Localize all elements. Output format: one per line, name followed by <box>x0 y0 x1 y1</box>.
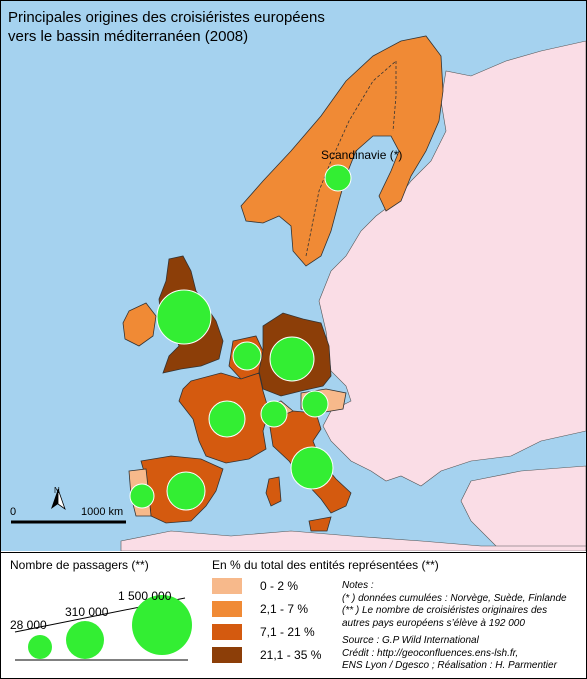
circle-united-kingdom <box>156 289 212 345</box>
legend-circle-medium <box>66 621 104 659</box>
circle-switzerland <box>260 400 288 428</box>
scale-bar: 0 1000 km <box>10 506 126 524</box>
notes-heading: Notes : <box>342 580 374 591</box>
circle-germany <box>269 336 315 382</box>
legend-swatch-1 <box>212 601 242 617</box>
circle-france <box>208 400 246 438</box>
legend-class-label-3: 21,1 - 35 % <box>260 648 322 662</box>
scandinavia-land <box>240 35 444 267</box>
map-title-line1: Principales origines des croisiéristes e… <box>8 9 325 26</box>
border-norway-sweden <box>305 60 397 257</box>
legend-size-value-large: 1 500 000 <box>118 589 172 603</box>
notes-line3: autres pays européens s’élève à 192 000 <box>342 617 525 629</box>
sicily-land <box>308 516 332 532</box>
north-africa-land <box>120 530 586 551</box>
notes-line1: (* ) données cumulées : Norvège, Suède, … <box>342 592 567 604</box>
circle-scandinavia <box>324 164 352 192</box>
scale-zero: 0 <box>10 506 16 518</box>
anatolia-land <box>460 465 586 551</box>
circle-italy <box>290 446 334 490</box>
notes-block: Notes : (* ) données cumulées : Norvège,… <box>342 580 582 673</box>
legend-size-title: Nombre de passagers (**) <box>10 558 149 572</box>
notes-credit2: ENS Lyon / Dgesco ; Réalisation : H. Par… <box>342 660 557 671</box>
border-sweden-finland <box>392 61 397 132</box>
sardinia-land <box>265 476 282 507</box>
legend-circle-large <box>132 595 192 655</box>
legend-swatch-2 <box>212 624 242 640</box>
legend-swatch-0 <box>212 578 242 594</box>
legend-size-value-medium: 310 000 <box>65 605 109 619</box>
legend-separator <box>0 552 587 553</box>
notes-line2: (** ) Le nombre de croisiéristes origina… <box>342 605 548 616</box>
map-title: Principales origines des croisiéristes e… <box>8 8 325 46</box>
north-arrow-icon: N <box>51 486 66 511</box>
legend-circle-small <box>28 635 52 659</box>
legend-class-label-1: 2,1 - 7 % <box>260 602 309 616</box>
map-canvas: Scandinavie (*) N 0 1000 km <box>1 1 586 551</box>
legend-class-label-2: 7,1 - 21 % <box>260 625 315 639</box>
legend-size-value-small: 28 000 <box>10 618 47 632</box>
circle-spain <box>166 471 206 511</box>
circle-austria <box>301 390 329 418</box>
circle-portugal <box>129 483 155 509</box>
legend-swatch-3 <box>212 647 242 663</box>
scale-distance: 1000 km <box>81 506 123 518</box>
legend-size-graphic <box>14 595 192 661</box>
map-title-line2: vers le bassin méditerranéen (2008) <box>8 28 249 45</box>
notes-source: Source : G.P Wild International <box>342 635 479 646</box>
region-label-scandinavia: Scandinavie (*) <box>321 148 402 162</box>
legend-class-label-0: 0 - 2 % <box>260 579 299 593</box>
circle-benelux <box>232 341 262 371</box>
ireland-land <box>122 302 157 347</box>
legend-classes-title: En % du total des entités représentées (… <box>212 558 439 572</box>
notes-credit: Crédit : http://geoconfluences.ens-lsh.f… <box>342 647 519 659</box>
svg-text:N: N <box>54 486 60 495</box>
